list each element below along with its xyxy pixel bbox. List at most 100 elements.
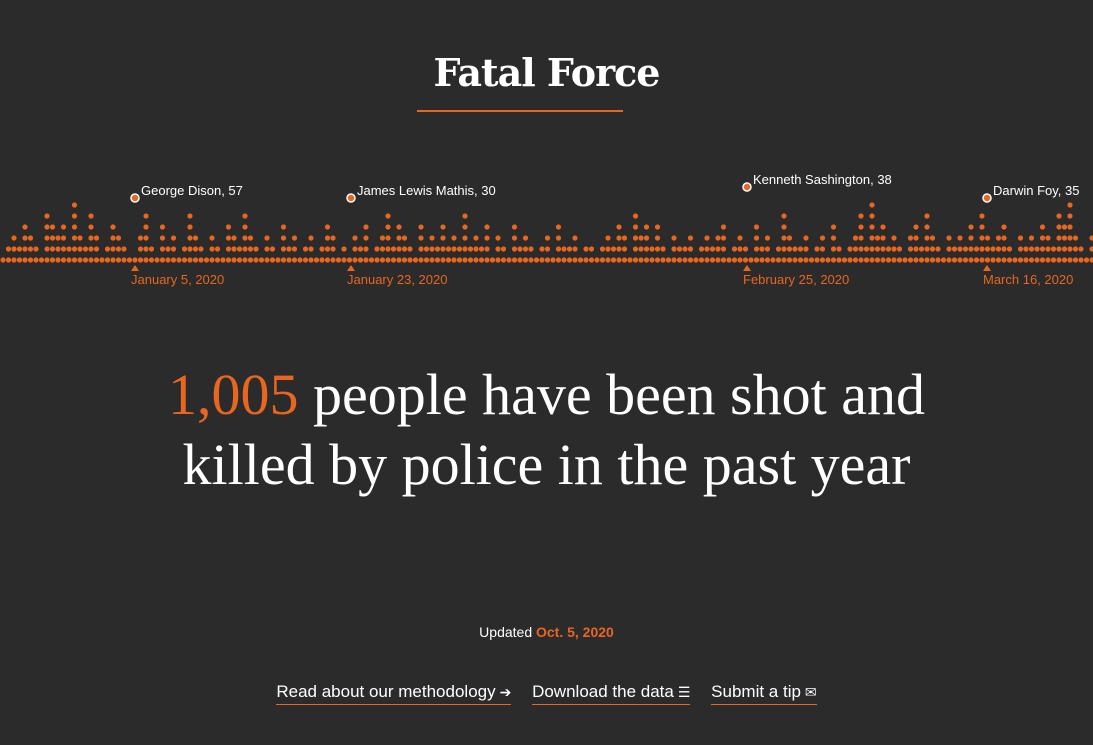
timeline-dot[interactable] [352,235,358,241]
timeline-dot[interactable] [456,246,463,252]
timeline-dot[interactable] [632,235,639,241]
timeline-dot[interactable] [781,235,787,241]
timeline-dot[interactable] [1072,257,1079,263]
timeline-dot[interactable] [22,224,28,230]
timeline-dot[interactable] [286,246,292,252]
timeline-dot[interactable] [401,246,408,252]
timeline-dot[interactable] [495,257,501,263]
timeline-dot[interactable] [511,257,518,263]
timeline-dot[interactable] [110,246,116,252]
timeline-dot[interactable] [737,235,743,241]
timeline-dot[interactable] [858,246,864,252]
timeline-dot[interactable] [814,257,820,263]
timeline-dot[interactable] [632,246,639,252]
timeline-dot[interactable] [1089,246,1093,252]
timeline-dot[interactable] [159,246,166,252]
timeline-dot[interactable] [984,235,991,241]
timeline-dot[interactable] [528,257,534,263]
timeline-dot[interactable] [555,235,562,241]
timeline-dot[interactable] [715,257,721,263]
timeline-dot[interactable] [159,235,166,241]
timeline-dot[interactable] [929,235,936,241]
timeline-dot[interactable] [170,246,177,252]
timeline-dot[interactable] [957,246,963,252]
timeline-dot[interactable] [1067,202,1073,208]
highlight-dot[interactable] [130,193,140,203]
timeline-dot[interactable] [803,246,809,252]
timeline-dot[interactable] [599,246,606,252]
timeline-dot[interactable] [126,257,133,263]
timeline-dot[interactable] [572,235,578,241]
timeline-dot[interactable] [451,235,457,241]
timeline-dot[interactable] [1050,246,1057,252]
timeline-dot[interactable] [88,257,94,263]
highlight-dot[interactable] [346,193,356,203]
timeline-dot[interactable] [797,257,804,263]
timeline-dot[interactable] [654,246,661,252]
timeline-dot[interactable] [995,235,1002,241]
timeline-dot[interactable] [423,257,430,263]
timeline-dot[interactable] [907,257,914,263]
timeline-dot[interactable] [869,246,875,252]
timeline-dot[interactable] [775,246,782,252]
timeline-dot[interactable] [632,213,639,219]
timeline-dot[interactable] [561,246,567,252]
timeline-dot[interactable] [341,246,347,252]
timeline-dot[interactable] [264,235,270,241]
timeline-dot[interactable] [93,257,100,263]
timeline-dot[interactable] [236,246,243,252]
timeline-dot[interactable] [621,235,628,241]
timeline-dot[interactable] [445,246,452,252]
methodology-link[interactable]: Read about our methodology ➔ [276,682,512,705]
timeline-dot[interactable] [957,235,963,241]
timeline-dot[interactable] [874,246,881,252]
timeline-dot[interactable] [308,246,314,252]
timeline-dot[interactable] [902,257,908,263]
timeline-dot[interactable] [753,257,760,263]
timeline-dot[interactable] [385,224,391,230]
timeline-dot[interactable] [1067,213,1073,219]
timeline-dot[interactable] [781,224,787,230]
timeline-dot[interactable] [1001,224,1007,230]
timeline-dot[interactable] [830,257,837,263]
timeline-dot[interactable] [379,257,386,263]
timeline-dot[interactable] [885,246,892,252]
timeline-dot[interactable] [572,257,578,263]
timeline-dot[interactable] [176,257,182,263]
timeline-dot[interactable] [308,257,314,263]
timeline-dot[interactable] [192,257,199,263]
timeline-dot[interactable] [231,257,237,263]
timeline-dot[interactable] [533,257,540,263]
timeline-dot[interactable] [539,246,545,252]
timeline-dot[interactable] [775,257,782,263]
timeline-dot[interactable] [979,224,985,230]
timeline-dot[interactable] [1067,246,1073,252]
timeline-dot[interactable] [753,224,760,230]
timeline-dot[interactable] [341,257,347,263]
timeline-dot[interactable] [1039,224,1046,230]
timeline-dot[interactable] [44,224,50,230]
timeline-dot[interactable] [1034,257,1040,263]
timeline-dot[interactable] [170,235,177,241]
timeline-dot[interactable] [418,224,424,230]
timeline-dot[interactable] [1028,257,1035,263]
timeline-dot[interactable] [88,246,94,252]
timeline-dot[interactable] [71,235,78,241]
timeline-dot[interactable] [1061,246,1068,252]
timeline-dot[interactable] [665,257,672,263]
timeline-dot[interactable] [324,257,331,263]
timeline-dot[interactable] [291,246,298,252]
timeline-dot[interactable] [869,235,875,241]
timeline-dot[interactable] [258,257,265,263]
timeline-dot[interactable] [143,246,149,252]
timeline-dot[interactable] [1061,257,1068,263]
timeline-dot[interactable] [616,257,622,263]
timeline-dot[interactable] [698,257,705,263]
timeline-dot[interactable] [44,213,50,219]
timeline-dot[interactable] [137,235,144,241]
timeline-dot[interactable] [819,246,826,252]
timeline-dot[interactable] [869,224,875,230]
timeline-dot[interactable] [500,246,507,252]
timeline-dot[interactable] [319,257,325,263]
timeline-dot[interactable] [385,257,391,263]
